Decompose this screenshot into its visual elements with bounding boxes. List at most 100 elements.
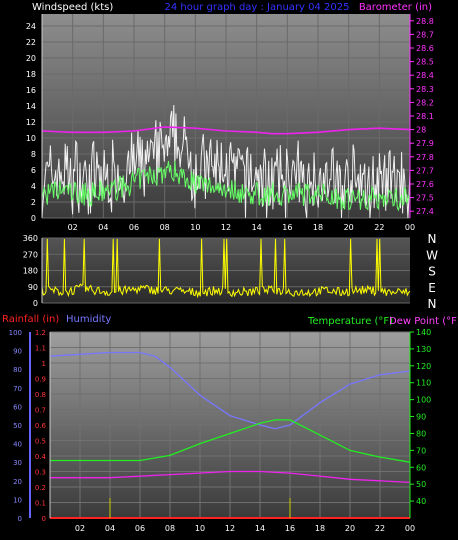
humidity-line <box>49 351 411 430</box>
hour-tick-label: 18 <box>315 524 325 533</box>
wind-tick-label: 8 <box>31 150 36 159</box>
rain-tick-label: 0.3 <box>35 469 46 477</box>
barometer-tick-label: 28.7 <box>416 30 434 39</box>
humidity-tick-label: 40 <box>13 441 22 449</box>
compass-label: E <box>428 281 436 295</box>
humidity-tick-label: 50 <box>13 422 22 430</box>
humidity-tick-label: 90 <box>13 348 22 356</box>
dewpoint-line <box>50 470 411 484</box>
temperature-tick-label: 80 <box>416 429 426 438</box>
rain-tick-label: 1.2 <box>35 329 46 337</box>
rain-tick-label: 0.4 <box>35 453 47 461</box>
temperature-tick-label: 100 <box>416 396 431 405</box>
hour-tick-label: 18 <box>313 223 323 232</box>
compass-label: S <box>428 265 436 279</box>
wind-tick-label: 10 <box>26 134 36 143</box>
wind-tick-label: 16 <box>26 86 36 95</box>
hour-tick-label: 04 <box>105 524 115 533</box>
wind-tick-label: 18 <box>26 70 36 79</box>
rain-tick-label: 0.2 <box>35 484 46 492</box>
barometer-tick-label: 27.7 <box>416 166 434 175</box>
rain-tick-label: 1 <box>42 360 46 368</box>
barometer-line <box>41 126 411 135</box>
hour-tick-label: 22 <box>374 223 384 232</box>
wind-marks <box>41 104 411 219</box>
hour-tick-label: 08 <box>160 223 170 232</box>
temperature-axis-label: Temperature (°F) <box>307 316 393 327</box>
wind-axes: 02468101214161820222427.427.527.627.727.… <box>26 14 434 232</box>
direction-tick-label: 360 <box>23 234 38 243</box>
hour-tick-label: 00 <box>405 223 415 232</box>
wind-tick-label: 6 <box>31 166 36 175</box>
barometer-tick-label: 28 <box>416 126 426 135</box>
barometer-tick-label: 28.3 <box>416 85 434 94</box>
wind-tick-label: 14 <box>26 102 36 111</box>
barometer-tick-label: 27.6 <box>416 180 434 189</box>
barometer-tick-label: 28.2 <box>416 98 434 107</box>
dewpoint-axis-label: Dew Point (°F) <box>389 316 458 327</box>
hour-tick-label: 16 <box>285 524 295 533</box>
humidity-tick-label: 80 <box>13 366 22 374</box>
temperature-tick-label: 140 <box>416 328 431 337</box>
rainfall-axis-label: Rainfall (in) <box>2 314 59 325</box>
wind-tick-label: 24 <box>26 22 36 31</box>
humidity-tick-label: 0 <box>18 515 22 523</box>
climate-marks <box>49 351 411 519</box>
temperature-tick-label: 90 <box>416 413 426 422</box>
temperature-tick-label: 50 <box>416 480 426 489</box>
direction-tick-label: 0 <box>33 299 38 308</box>
hour-tick-label: 02 <box>68 223 78 232</box>
direction-tick-label: 270 <box>23 250 38 259</box>
wind-average-line <box>41 160 411 212</box>
humidity-tick-label: 30 <box>13 459 22 467</box>
wind-tick-label: 0 <box>31 214 36 223</box>
humidity-tick-label: 60 <box>13 403 22 411</box>
barometer-tick-label: 27.5 <box>416 194 434 203</box>
wind-tick-label: 20 <box>26 54 36 63</box>
compass-label: W <box>426 248 438 262</box>
barometer-tick-label: 27.9 <box>416 139 434 148</box>
direction-marks <box>41 238 411 299</box>
direction-axes: 360 N 270 W 180 S 90 E 0 N <box>23 232 438 311</box>
rain-tick-label: 0.9 <box>35 376 46 384</box>
rain-tick-label: 0.7 <box>35 407 46 415</box>
barometer-tick-label: 28.8 <box>416 17 434 26</box>
humidity-tick-label: 70 <box>13 385 22 393</box>
humidity-tick-label: 10 <box>13 496 22 504</box>
temperature-tick-label: 120 <box>416 362 431 371</box>
hour-tick-label: 14 <box>252 223 262 232</box>
hour-tick-label: 10 <box>195 524 205 533</box>
direction-tick-label: 180 <box>23 267 38 276</box>
rain-tick-label: 1.1 <box>35 345 46 353</box>
wind-axis-label: Windspeed (kts) <box>32 2 113 13</box>
rain-tick-label: 0.8 <box>35 391 46 399</box>
climate-axes: 0 0.1 0.2 0.3 0.4 0.5 0.6 0.7 0.8 0.9 1 1.1 1.2 0 10 20… <box>9 328 432 533</box>
rain-tick-label: 0 <box>42 515 46 523</box>
barometer-tick-label: 28.4 <box>416 71 434 80</box>
humidity-tick-label: 20 <box>13 478 22 486</box>
compass-label: N <box>428 297 437 311</box>
rain-tick-label: 0.6 <box>35 422 47 430</box>
hour-tick-label: 10 <box>190 223 200 232</box>
direction-tick-label: 90 <box>28 283 38 292</box>
barometer-tick-label: 28.6 <box>416 44 434 53</box>
hour-tick-label: 00 <box>405 524 415 533</box>
rain-tick-label: 0.5 <box>35 438 46 446</box>
temperature-tick-label: 40 <box>416 497 426 506</box>
temperature-tick-label: 70 <box>416 446 426 455</box>
wind-tick-label: 22 <box>26 38 36 47</box>
hour-tick-label: 14 <box>255 524 265 533</box>
temperature-line <box>50 419 411 463</box>
barometer-tick-label: 28.1 <box>416 112 434 121</box>
direction-line <box>41 238 411 299</box>
hour-tick-label: 02 <box>75 524 85 533</box>
hour-tick-label: 06 <box>135 524 145 533</box>
hour-tick-label: 16 <box>282 223 292 232</box>
barometer-tick-label: 27.4 <box>416 207 434 216</box>
humidity-axis-label: Humidity <box>66 314 111 325</box>
humidity-tick-label: 100 <box>9 329 22 337</box>
hour-tick-label: 22 <box>375 524 385 533</box>
rain-tick-label: 0.1 <box>35 500 46 508</box>
hour-tick-label: 12 <box>221 223 231 232</box>
